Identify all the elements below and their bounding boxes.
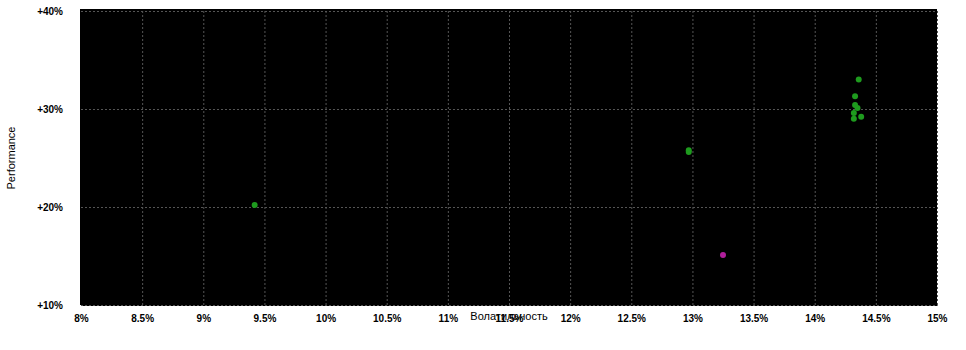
x-tick: 12.5%: [618, 11, 646, 324]
x-axis-title: Волатильность: [470, 310, 548, 322]
x-grid-line: [387, 11, 388, 305]
x-tick-label: 11%: [439, 313, 459, 324]
point: [686, 149, 692, 155]
y-tick-label: +30%: [37, 104, 63, 115]
point: [852, 93, 858, 99]
x-axis: 8% 8.5% 9% 9.5% 10% 10.5% 11% 11.5% 12% 12.5% 13% 1…: [74, 11, 947, 324]
x-tick: 8.5%: [131, 11, 154, 324]
x-grid-line: [142, 11, 143, 305]
y-tick: +20%: [37, 202, 937, 213]
point: [720, 252, 726, 258]
y-axis-line: [81, 12, 82, 306]
background: [0, 0, 966, 350]
x-tick: 14.5%: [862, 11, 890, 324]
x-tick-label: 12.5%: [618, 313, 646, 324]
points: [252, 77, 865, 258]
x-grid-line: [203, 11, 204, 305]
y-axis: +10% +20% +30% +40%: [37, 6, 937, 311]
x-tick: 11.5%: [496, 11, 524, 324]
x-tick-label: 8%: [74, 313, 89, 324]
x-grid-line: [264, 11, 265, 305]
x-tick-label: 10%: [316, 313, 336, 324]
point: [856, 77, 862, 83]
x-grid-line: [570, 11, 571, 305]
y-grid-line: [81, 207, 937, 208]
x-tick-label: 14%: [805, 313, 825, 324]
x-tick-label: 9%: [197, 313, 212, 324]
y-tick-label: +20%: [37, 202, 63, 213]
y-grid-line: [81, 305, 937, 306]
x-grid-line: [631, 11, 632, 305]
x-tick: 15%: [927, 11, 947, 324]
x-tick: 9%: [197, 11, 212, 324]
x-grid-line: [326, 11, 327, 305]
x-tick: 10.5%: [373, 11, 401, 324]
x-tick-label: 14.5%: [862, 313, 890, 324]
x-tick-label: 8.5%: [131, 313, 154, 324]
x-tick: 12%: [561, 11, 581, 324]
x-grid-line: [754, 11, 755, 305]
x-axis-line: [82, 305, 938, 306]
point: [858, 114, 864, 120]
y-axis-title: Performance: [5, 127, 17, 190]
point: [851, 116, 857, 122]
x-grid-line: [509, 11, 510, 305]
y-tick-label: +10%: [37, 300, 63, 311]
x-tick-label: 12%: [561, 313, 581, 324]
x-tick: 11%: [439, 11, 459, 324]
plot-area: [80, 9, 937, 305]
x-tick: 9.5%: [254, 11, 277, 324]
point: [855, 105, 861, 111]
x-tick-label: 13%: [683, 313, 703, 324]
x-tick-label: 9.5%: [254, 313, 277, 324]
chart: 8% 8.5% 9% 9.5% 10% 10.5% 11% 11.5% 12% 12.5% 13% 1…: [0, 0, 966, 350]
x-grid-line: [937, 11, 938, 305]
x-tick: 13%: [683, 11, 703, 324]
x-tick: 8%: [74, 11, 89, 324]
x-tick: 10%: [316, 11, 336, 324]
y-grid-line: [81, 11, 937, 12]
x-tick-label: 10.5%: [373, 313, 401, 324]
y-grid-line: [81, 109, 937, 110]
y-tick: +40%: [37, 6, 937, 17]
x-tick: 13.5%: [740, 11, 768, 324]
x-grid-line: [81, 11, 82, 305]
x-tick-label: 13.5%: [740, 313, 768, 324]
x-grid-line: [815, 11, 816, 305]
point: [252, 202, 258, 208]
x-grid-line: [448, 11, 449, 305]
y-tick: +30%: [37, 104, 937, 115]
point: [851, 110, 857, 116]
x-grid-line: [692, 11, 693, 305]
x-tick-label: 15%: [927, 313, 947, 324]
x-tick: 14%: [805, 11, 825, 324]
y-tick-label: +40%: [37, 6, 63, 17]
x-grid-line: [876, 11, 877, 305]
